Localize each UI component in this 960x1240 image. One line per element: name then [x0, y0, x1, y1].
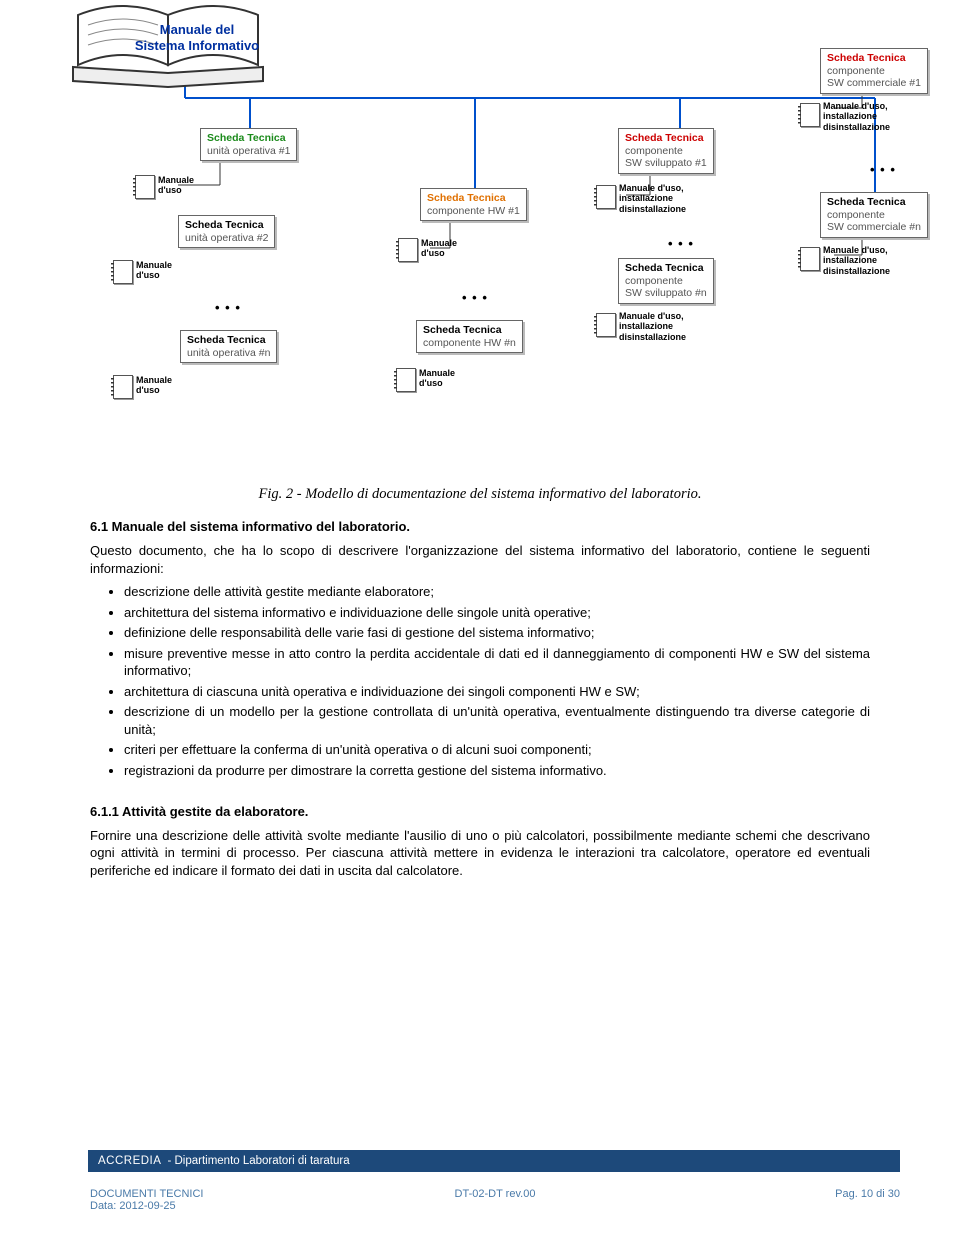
- spiral-icon: [113, 260, 133, 284]
- manual-install-label: Manuale d'uso, installazione disinstalla…: [823, 101, 890, 132]
- box-sw-comm-1: Scheda Tecnica componente SW commerciale…: [820, 48, 928, 94]
- spiral-icon: [596, 313, 616, 337]
- section-6-1-1-body: Fornire una descrizione delle attività s…: [90, 827, 870, 880]
- box-sw-svil-n: Scheda Tecnica componente SW sviluppato …: [618, 258, 714, 304]
- bullet-item: descrizione delle attività gestite media…: [124, 583, 870, 601]
- bullet-item: definizione delle responsabilità delle v…: [124, 624, 870, 642]
- box-hw-n: Scheda Tecnica componente HW #n: [416, 320, 523, 353]
- box-unita-n: Scheda Tecnica unità operativa #n: [180, 330, 277, 363]
- section-6-1-bullets: descrizione delle attività gestite media…: [124, 583, 870, 779]
- figure-caption: Fig. 2 - Modello di documentazione del s…: [90, 486, 870, 503]
- ellipsis: • • •: [668, 236, 694, 251]
- spiral-icon: [800, 247, 820, 271]
- footer-brand: ACCREDIA: [98, 1155, 161, 1167]
- footer-bar: ACCREDIA - Dipartimento Laboratori di ta…: [88, 1150, 900, 1172]
- ellipsis: • • •: [462, 290, 488, 305]
- manual-uso-label: Manualed'uso: [158, 175, 194, 196]
- footer-date: Data: 2012-09-25: [90, 1200, 203, 1212]
- bullet-item: architettura di ciascuna unità operativa…: [124, 683, 870, 701]
- spiral-icon: [398, 238, 418, 262]
- box-unita-2: Scheda Tecnica unità operativa #2: [178, 215, 275, 248]
- footer-page: Pag. 10 di 30: [835, 1188, 900, 1212]
- manual-install-label: Manuale d'uso, installazione disinstalla…: [619, 183, 686, 214]
- section-6-1-intro: Questo documento, che ha lo scopo di des…: [90, 542, 870, 577]
- documentation-model-diagram: Manuale del Sistema Informativo Scheda T…: [0, 0, 960, 480]
- box-hw-1: Scheda Tecnica componente HW #1: [420, 188, 527, 221]
- manual-uso-label: Manualed'uso: [136, 375, 172, 396]
- manual-uso-label: Manualed'uso: [136, 260, 172, 281]
- footer-docref: DT-02-DT rev.00: [455, 1188, 536, 1200]
- bullet-item: architettura del sistema informativo e i…: [124, 604, 870, 622]
- bullet-item: criteri per effettuare la conferma di un…: [124, 741, 870, 759]
- bullet-item: descrizione di un modello per la gestion…: [124, 703, 870, 738]
- manual-uso-label: Manualed'uso: [419, 368, 455, 389]
- ellipsis: • • •: [870, 162, 896, 177]
- box-unita-1: Scheda Tecnica unità operativa #1: [200, 128, 297, 161]
- footer-meta: DOCUMENTI TECNICI Data: 2012-09-25 DT-02…: [90, 1188, 900, 1212]
- box-sw-comm-n: Scheda Tecnica componente SW commerciale…: [820, 192, 928, 238]
- bullet-item: misure preventive messe in atto contro l…: [124, 645, 870, 680]
- spiral-icon: [113, 375, 133, 399]
- manual-install-label: Manuale d'uso, installazione disinstalla…: [619, 311, 686, 342]
- manual-uso-label: Manualed'uso: [421, 238, 457, 259]
- ellipsis: • • •: [215, 300, 241, 315]
- bullet-item: registrazioni da produrre per dimostrare…: [124, 762, 870, 780]
- section-6-1-heading: 6.1 Manuale del sistema informativo del …: [90, 519, 870, 534]
- spiral-icon: [800, 103, 820, 127]
- spiral-icon: [596, 185, 616, 209]
- section-6-1-1-heading: 6.1.1 Attività gestite da elaboratore.: [90, 804, 870, 819]
- box-sw-svil-1: Scheda Tecnica componente SW sviluppato …: [618, 128, 714, 174]
- document-body: Fig. 2 - Modello di documentazione del s…: [0, 486, 960, 879]
- spiral-icon: [135, 175, 155, 199]
- root-title: Manuale del Sistema Informativo: [122, 22, 272, 55]
- footer-doc-type: DOCUMENTI TECNICI: [90, 1188, 203, 1200]
- manual-install-label: Manuale d'uso, installazione disinstalla…: [823, 245, 890, 276]
- spiral-icon: [396, 368, 416, 392]
- footer-department: - Dipartimento Laboratori di taratura: [167, 1155, 349, 1167]
